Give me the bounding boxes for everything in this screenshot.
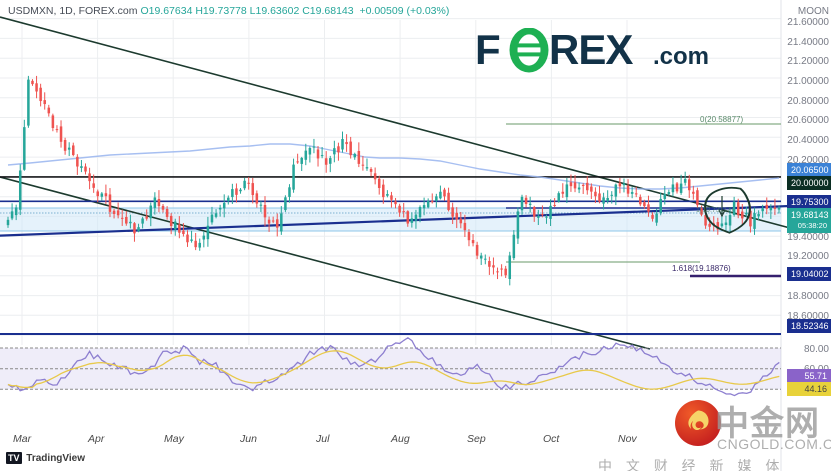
svg-text:F: F (475, 28, 500, 73)
svg-text:1.618(19.18876): 1.618(19.18876) (672, 264, 731, 273)
svg-text:REX: REX (549, 28, 633, 73)
svg-text:0(20.58877): 0(20.58877) (700, 115, 743, 124)
svg-text:1(19.73117): 1(19.73117) (696, 207, 733, 214)
svg-text:.com: .com (653, 43, 709, 70)
